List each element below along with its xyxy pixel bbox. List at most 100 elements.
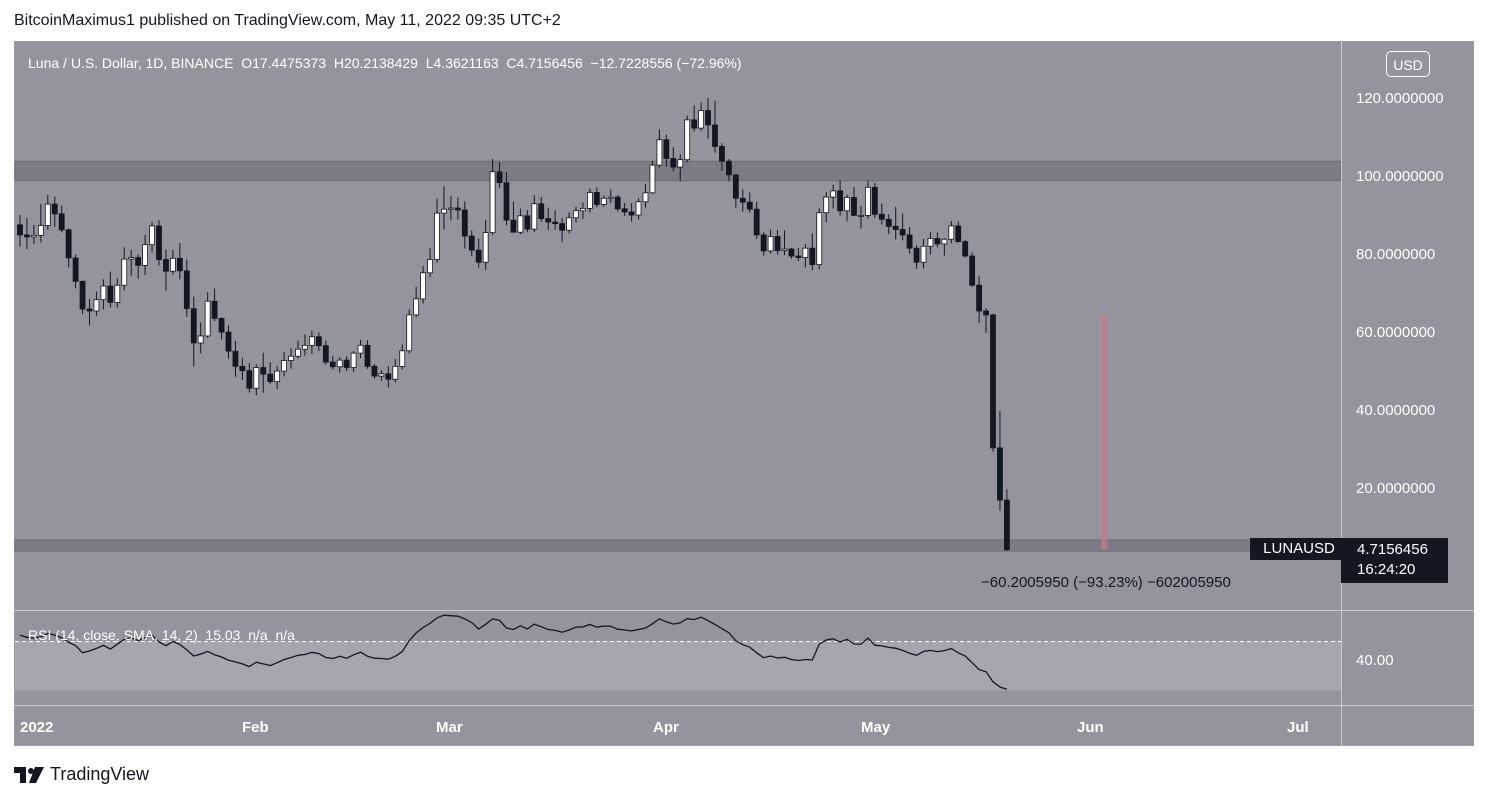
legend-low: 4.3621163 [433, 55, 499, 71]
legend-change: −12.7228556 (−72.96%) [590, 55, 742, 71]
candle-body [990, 314, 996, 449]
y-tick-label: 100.0000000 [1356, 168, 1444, 185]
candle-body [406, 314, 413, 352]
candle-body [461, 209, 468, 237]
candle-body [559, 223, 565, 231]
candle-body [614, 196, 621, 210]
candle-body [350, 352, 357, 368]
candle-body [816, 212, 823, 265]
candle-body [983, 310, 989, 316]
candle-body [308, 336, 315, 346]
candle-body [197, 335, 204, 344]
candle-body [93, 299, 100, 312]
candle-body [86, 308, 93, 312]
candle-body [156, 225, 162, 260]
y-tick-label: 80.0000000 [1356, 246, 1436, 263]
candle-body [343, 359, 350, 368]
candle-body [232, 350, 239, 367]
candle-body [225, 331, 232, 352]
candle-body [969, 255, 976, 286]
candle-body [260, 367, 267, 375]
candle-body [190, 308, 197, 344]
candle-body [531, 203, 538, 230]
x-tick-label: 2022 [20, 719, 54, 736]
candle-body [955, 225, 962, 242]
candle-body [997, 447, 1003, 501]
candle-body [719, 146, 725, 162]
candle-body [30, 234, 37, 238]
candle-body [607, 196, 614, 199]
candle-body [211, 300, 218, 319]
candle-body [948, 225, 955, 240]
candle-body [774, 236, 781, 251]
candle-body [865, 186, 871, 216]
candle-body [663, 139, 670, 159]
candle-body [552, 221, 559, 225]
candle-body [906, 234, 913, 249]
horizontal-zone [14, 539, 1342, 552]
rsi-pane-divider[interactable] [14, 610, 1474, 611]
candle-body [468, 235, 475, 251]
candle-body [732, 174, 739, 199]
legend-high-label: H [333, 55, 344, 71]
candle-body [677, 159, 684, 168]
candle-body [176, 257, 183, 272]
candle-body [524, 215, 531, 230]
candle-body [538, 203, 545, 219]
candle-body [322, 345, 329, 363]
candle-body [281, 360, 288, 372]
candle-body [656, 139, 663, 166]
candle-body [788, 248, 795, 257]
candle-body [510, 219, 517, 233]
footer-brand[interactable]: TradingView [14, 764, 149, 785]
measure-label: −60.2005950 (−93.23%) −602005950 [981, 574, 1231, 591]
candle-body [885, 218, 892, 227]
candle-body [684, 119, 691, 161]
price-axis-divider [1341, 41, 1342, 746]
candle-body [649, 164, 656, 194]
candle-body [746, 201, 753, 210]
candle-body [698, 110, 704, 129]
candle-body [496, 171, 503, 184]
candle-body [121, 258, 128, 286]
candle-body [858, 215, 864, 217]
candle-body [288, 355, 294, 361]
rsi-tick-label: 40.00 [1356, 652, 1394, 669]
candle-body [899, 229, 906, 236]
y-tick-label: 120.0000000 [1356, 90, 1444, 107]
candle-body [587, 192, 593, 209]
candle-body [566, 217, 572, 231]
candle-body [844, 197, 850, 212]
legend-symbol: Luna / U.S. Dollar, 1D, BINANCE [28, 55, 234, 71]
candle-body [267, 373, 274, 382]
candle-body [274, 370, 281, 382]
publisher-line: BitcoinMaximus1 published on TradingView… [14, 12, 561, 29]
candle-body [593, 192, 600, 205]
candle-body [79, 280, 86, 310]
candle-body [573, 210, 579, 219]
candle-body [600, 197, 607, 205]
candle-body [878, 213, 885, 220]
candle-body [760, 234, 767, 252]
candle-body [837, 190, 843, 212]
candle-body [336, 359, 343, 368]
candle-body [705, 110, 711, 126]
candle-body [913, 247, 920, 263]
candle-body [753, 208, 760, 236]
candle-body [892, 225, 899, 230]
x-tick-label: Mar [436, 719, 463, 736]
currency-button[interactable]: USD [1386, 51, 1430, 77]
candle-body [454, 207, 461, 211]
candle-body [802, 247, 809, 258]
chart-frame[interactable] [14, 41, 1474, 746]
rsi-legend-label: RSI (14, close, SMA, 14, 2) [28, 627, 198, 643]
candle-body [107, 285, 114, 303]
candle-body [635, 201, 642, 216]
candle-body [628, 211, 635, 216]
measure-bar [1101, 314, 1108, 550]
candle-body [482, 232, 489, 263]
candle-body [941, 238, 948, 245]
x-tick-label: Apr [653, 719, 679, 736]
candle-body [441, 208, 447, 214]
